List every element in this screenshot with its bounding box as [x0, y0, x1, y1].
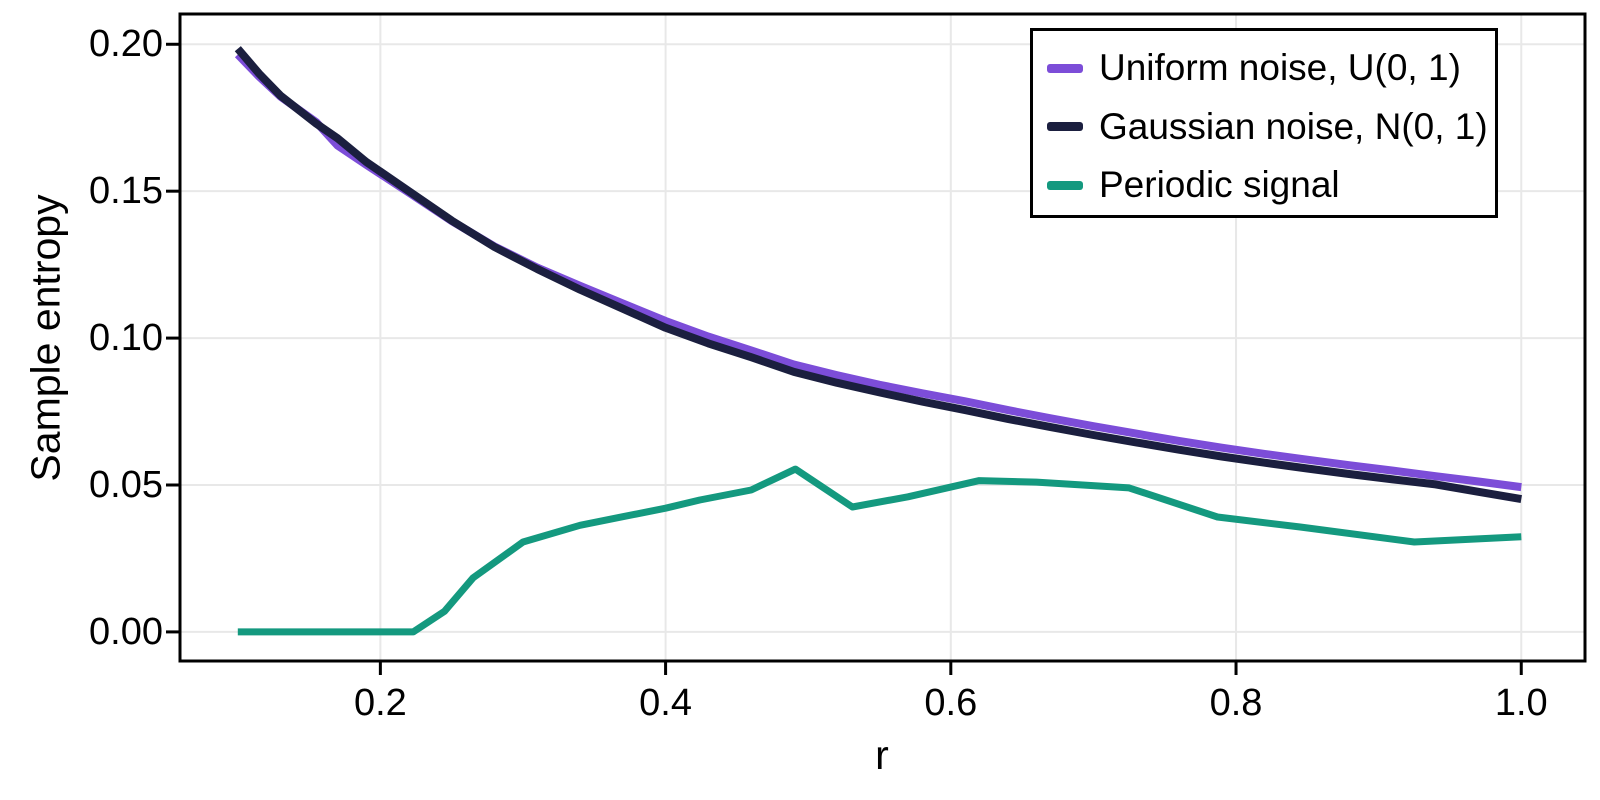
y-axis-label: Sample entropy — [22, 194, 69, 482]
legend-item-uniform-noise: Uniform noise, U(0, 1) — [1047, 40, 1495, 97]
series-line-2 — [237, 465, 1522, 636]
legend-item-gaussian-noise: Gaussian noise, N(0, 1) — [1047, 98, 1495, 155]
gaussian-noise-line-swatch — [1047, 122, 1083, 131]
y-tick-label: 0.20 — [89, 23, 163, 66]
x-tick-label: 0.4 — [639, 682, 692, 724]
legend-label: Uniform noise, U(0, 1) — [1099, 47, 1461, 88]
legend-label: Gaussian noise, N(0, 1) — [1099, 105, 1488, 147]
series-line-1 — [234, 46, 1522, 504]
legend-item-periodic-signal: Periodic signal — [1047, 157, 1495, 214]
y-tick-label: 0.10 — [89, 317, 163, 360]
y-tick-label: 0.15 — [89, 170, 163, 213]
x-axis-label: r — [875, 732, 889, 778]
legend-label: Periodic signal — [1099, 164, 1340, 205]
plot-border — [178, 12, 1587, 663]
periodic-signal-line-swatch — [1047, 180, 1083, 190]
uniform-noise-line-swatch — [1047, 63, 1083, 73]
y-tick-label: 0.00 — [89, 610, 163, 653]
legend: Uniform noise, U(0, 1) Gaussian noise, N… — [1030, 28, 1498, 218]
y-tick-label: 0.05 — [89, 463, 163, 506]
x-tick-label: 0.6 — [924, 682, 978, 724]
x-tick-label: 0.8 — [1209, 682, 1263, 724]
x-tick-label: 0.2 — [353, 682, 407, 724]
x-tick-label: 1.0 — [1494, 682, 1548, 724]
